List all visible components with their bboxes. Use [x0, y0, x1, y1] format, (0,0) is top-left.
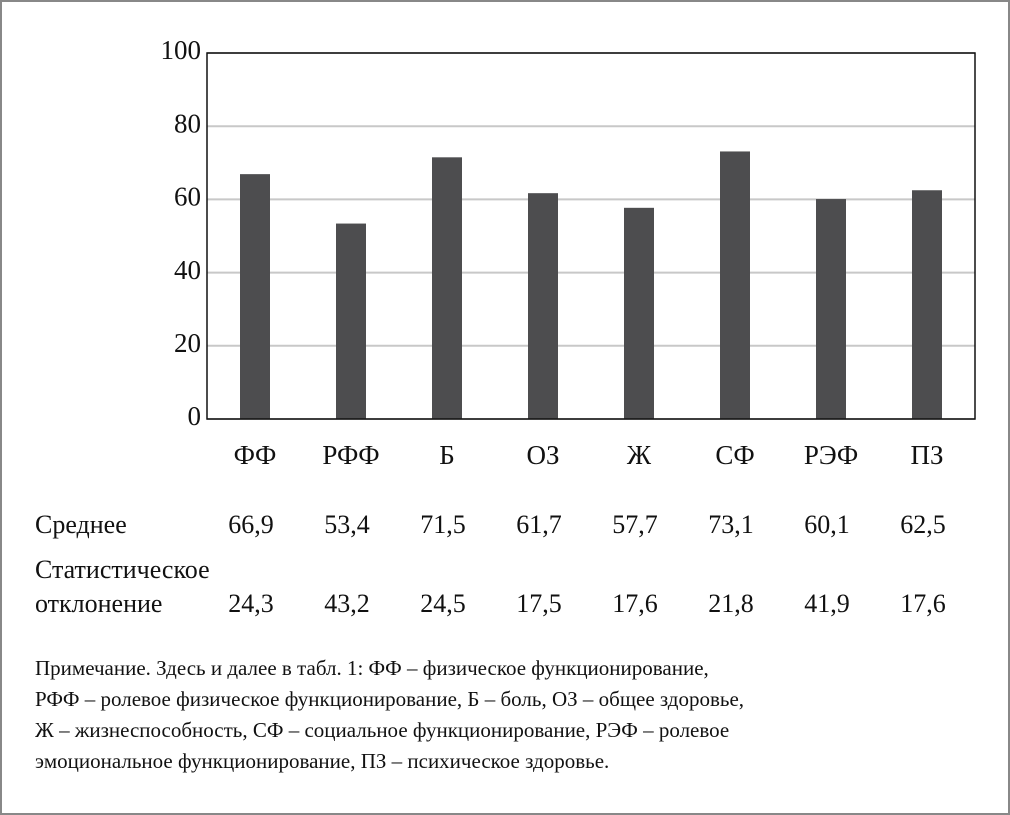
table-cell: 41,9	[804, 589, 850, 618]
x-tick-label: ФФ	[234, 440, 277, 470]
table-cell: 61,7	[516, 510, 562, 539]
table-cell: 17,5	[516, 589, 562, 618]
table-cell: 17,6	[900, 589, 946, 618]
bar	[720, 151, 750, 420]
table-cell: 17,6	[612, 589, 658, 618]
table-cell: 21,8	[708, 589, 754, 618]
table-cell: 53,4	[324, 510, 370, 539]
x-tick-label: Б	[439, 440, 455, 470]
bar	[912, 190, 942, 419]
table-cell: 24,5	[420, 589, 466, 618]
x-tick-label: РЭФ	[804, 440, 858, 470]
x-tick-label: ОЗ	[526, 440, 559, 470]
table-cell: 43,2	[324, 589, 370, 618]
x-tick-label: РФФ	[322, 440, 379, 470]
note-line: РФФ – ролевое физическое функционировани…	[35, 687, 744, 711]
y-tick-label: 0	[188, 401, 202, 431]
table-cell: 66,9	[228, 510, 274, 539]
bar	[816, 199, 846, 419]
bar	[240, 174, 270, 419]
row-label: Статистическое отклонение	[35, 555, 210, 618]
y-tick-label: 100	[161, 35, 202, 65]
plot-frame	[206, 52, 976, 420]
bar	[432, 157, 462, 419]
note-line: Ж – жизнеспособность, СФ – социальное фу…	[35, 718, 729, 742]
bar	[624, 207, 654, 419]
table-cell: 60,1	[804, 510, 850, 539]
y-tick-label: 80	[174, 108, 201, 138]
bar	[336, 223, 366, 419]
row-label: Среднее	[35, 510, 127, 539]
y-tick-label: 20	[174, 328, 201, 358]
note-line: эмоциональное функционирование, ПЗ – пси…	[35, 749, 609, 773]
x-tick-label: ПЗ	[910, 440, 943, 470]
table-cell: 57,7	[612, 510, 658, 539]
table-cell: 62,5	[900, 510, 946, 539]
bar	[528, 193, 558, 419]
x-tick-label: Ж	[627, 440, 652, 470]
x-tick-label: СФ	[715, 440, 754, 470]
y-tick-label: 60	[174, 182, 201, 212]
note-line: Примечание. Здесь и далее в табл. 1: ФФ …	[35, 656, 709, 680]
table-cell: 73,1	[708, 510, 754, 539]
y-tick-label: 40	[174, 255, 201, 285]
table-cell: 71,5	[420, 510, 466, 539]
table-cell: 24,3	[228, 589, 274, 618]
